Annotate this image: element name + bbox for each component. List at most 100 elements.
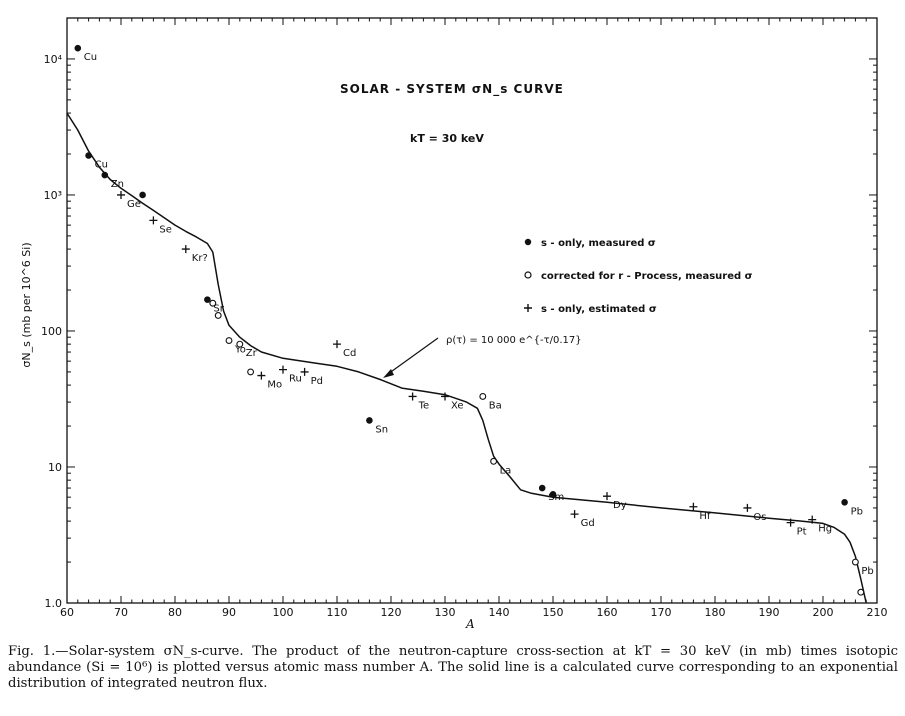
point-filled bbox=[538, 484, 546, 492]
point-label: Ru bbox=[289, 374, 302, 385]
point-plus bbox=[570, 510, 579, 519]
point-label: Yo bbox=[234, 345, 246, 356]
point-plus bbox=[689, 502, 698, 511]
point-filled bbox=[366, 417, 373, 424]
point-label: Se bbox=[159, 224, 172, 235]
model-curve-layer bbox=[66, 112, 867, 604]
curve-annotation: ρ(τ) = 10 000 e^{-τ/0.17} bbox=[383, 335, 582, 378]
point-label: Pd bbox=[311, 376, 323, 387]
x-tick-label: 210 bbox=[867, 606, 888, 619]
x-tick-label: 140 bbox=[489, 606, 510, 619]
annotation-arrow-head bbox=[383, 369, 394, 378]
point-plus bbox=[808, 515, 817, 524]
point-label: Xe bbox=[451, 400, 464, 411]
axis-ticks: 60 70 80 90 100 110 120 130 140 150 160 170 180 190 20… bbox=[41, 17, 888, 619]
annotation-formula: ρ(τ) = 10 000 e^{-τ/0.17} bbox=[446, 335, 582, 346]
x-tick-label: 160 bbox=[597, 606, 618, 619]
point-plus bbox=[257, 371, 266, 380]
chart-title: SOLAR - SYSTEM σN_s CURVE bbox=[340, 82, 564, 97]
point-label: Ge bbox=[127, 199, 141, 210]
point-plus bbox=[149, 216, 158, 225]
point-plus bbox=[743, 503, 752, 512]
point-filled bbox=[549, 490, 557, 498]
x-tick-label: 180 bbox=[705, 606, 726, 619]
legend-plus-marker bbox=[524, 304, 532, 312]
point-label: Pt bbox=[797, 527, 807, 538]
x-tick-label: 130 bbox=[435, 606, 456, 619]
point-open bbox=[479, 393, 487, 400]
point-label: Ba bbox=[489, 400, 502, 411]
point-label: Te bbox=[418, 400, 430, 411]
legend-label-plus: s - only, estimated σ bbox=[541, 304, 657, 315]
point-plus bbox=[279, 365, 287, 374]
annotation-arrow-line bbox=[387, 337, 439, 375]
point-open bbox=[214, 312, 222, 319]
point-label: Sn bbox=[375, 424, 388, 435]
y-tick-label: 10³ bbox=[44, 189, 62, 202]
x-tick-label: 200 bbox=[813, 606, 834, 619]
point-plus bbox=[181, 245, 190, 254]
point-label: Os bbox=[753, 512, 766, 523]
point-label: Sm bbox=[548, 492, 564, 503]
point-open bbox=[209, 299, 217, 307]
x-axis-label: A bbox=[465, 617, 475, 631]
point-plus bbox=[603, 492, 611, 501]
chart-subtitle: kT = 30 keV bbox=[410, 132, 484, 145]
point-open bbox=[247, 368, 255, 376]
point-open bbox=[857, 588, 865, 596]
legend-label-open: corrected for r - Process, measured σ bbox=[541, 271, 753, 282]
legend-label-filled: s - only, measured σ bbox=[541, 238, 656, 249]
point-label: Kr? bbox=[192, 253, 208, 264]
point-label: Gd bbox=[581, 518, 595, 529]
point-plus bbox=[441, 392, 449, 401]
point-plus bbox=[408, 392, 417, 401]
y-tick-label: 100 bbox=[41, 325, 62, 338]
point-open bbox=[236, 340, 244, 348]
y-tick-label: 10 bbox=[48, 461, 62, 474]
y-tick-label: 10⁴ bbox=[44, 53, 63, 66]
model-curve bbox=[66, 112, 867, 604]
point-label: Cd bbox=[343, 348, 356, 359]
point-label: Zr bbox=[246, 348, 258, 359]
point-open bbox=[490, 457, 498, 465]
legend-filled-marker bbox=[524, 238, 532, 246]
point-filled bbox=[204, 296, 211, 303]
legend: s - only, measured σ corrected for r - P… bbox=[524, 238, 753, 315]
point-filled bbox=[841, 499, 848, 506]
point-label: Zn bbox=[111, 179, 124, 190]
figure-caption: Fig. 1.—Solar-system σN_s-curve. The pro… bbox=[8, 644, 898, 691]
x-tick-label: 110 bbox=[327, 606, 348, 619]
point-open bbox=[225, 337, 233, 345]
point-filled bbox=[85, 152, 92, 159]
point-filled bbox=[74, 44, 82, 52]
x-tick-label: 100 bbox=[273, 606, 294, 619]
x-tick-label: 80 bbox=[168, 606, 182, 619]
chart-figure: 60 70 80 90 100 110 120 130 140 150 160 170 180 190 20… bbox=[20, 17, 888, 631]
point-label: Pb bbox=[851, 506, 863, 517]
axes-frame bbox=[66, 17, 878, 604]
point-label: Dy bbox=[613, 500, 627, 511]
point-open bbox=[851, 558, 859, 566]
x-tick-label: 150 bbox=[543, 606, 564, 619]
point-label: Pb bbox=[861, 566, 873, 577]
y-tick-label: 1.0 bbox=[45, 597, 63, 610]
point-plus bbox=[300, 367, 309, 376]
y-axis-label: σN_s (mb per 10^6 Si) bbox=[20, 242, 33, 367]
plot-frame bbox=[66, 17, 878, 604]
point-label: Hg bbox=[818, 524, 832, 535]
x-tick-label: 190 bbox=[759, 606, 780, 619]
point-filled bbox=[101, 171, 109, 179]
x-tick-label: 70 bbox=[114, 606, 128, 619]
x-tick-label: 90 bbox=[222, 606, 236, 619]
x-tick-label: 60 bbox=[60, 606, 74, 619]
point-plus bbox=[333, 340, 341, 349]
x-tick-label: 120 bbox=[381, 606, 402, 619]
point-plus bbox=[117, 190, 125, 199]
point-label: Sr bbox=[213, 304, 224, 315]
point-filled bbox=[139, 191, 146, 199]
point-plus bbox=[786, 518, 795, 527]
point-label: Cu bbox=[95, 160, 108, 171]
point-label: Hf bbox=[699, 511, 711, 522]
point-label: Cu bbox=[84, 52, 97, 63]
